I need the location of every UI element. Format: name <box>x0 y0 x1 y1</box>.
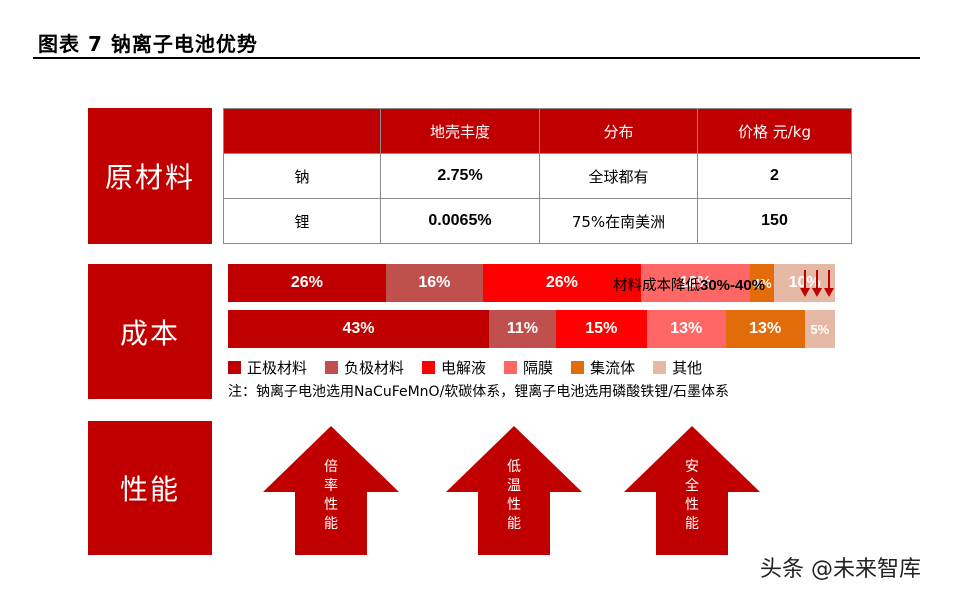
title-rule <box>33 57 920 59</box>
bar-value-label: 18% <box>679 274 712 291</box>
legend-label: 隔膜 <box>523 359 554 377</box>
table-header-cell: 价格 元/kg <box>697 108 852 154</box>
legend-swatch <box>504 361 518 374</box>
bar-segment: 43% <box>228 310 489 348</box>
bar-value-label: 15% <box>585 320 618 337</box>
legend-swatch <box>571 361 585 374</box>
bar-segment: 13% <box>725 310 805 348</box>
bar-segment: 13% <box>646 310 726 348</box>
table-cell: 钠 <box>223 153 381 199</box>
bar-segment: 5% <box>804 310 835 348</box>
legend-item: 负极材料 <box>325 357 404 378</box>
performance-label: 安全性能 <box>685 459 699 532</box>
table-header-cell <box>223 108 381 154</box>
legend-swatch <box>228 361 241 374</box>
bar-segment: 26% <box>482 264 641 302</box>
bar-value-label: 16% <box>418 274 451 291</box>
table-header-cell: 分布 <box>539 108 698 154</box>
legend-label: 其他 <box>672 359 703 377</box>
table-cell: 锂 <box>223 198 381 244</box>
down-arrows <box>800 270 834 298</box>
bar-segment: 11% <box>489 310 556 348</box>
table-cell: 0.0065% <box>380 198 540 244</box>
bar-segment: 26% <box>228 264 386 302</box>
table-row: 锂 0.0065% 75%在南美洲 150 <box>223 198 852 244</box>
legend-item: 集流体 <box>571 357 635 378</box>
down-arrow-icon <box>800 270 810 298</box>
category-materials: 原材料 <box>88 108 212 244</box>
legend-item: 隔膜 <box>504 357 553 378</box>
bar-value-label: 26% <box>545 274 578 291</box>
bar-value-label: 13% <box>749 320 782 337</box>
bar-value-label: 43% <box>342 320 375 337</box>
bar-value-label: 4% <box>752 275 772 291</box>
down-arrow-icon <box>812 270 822 298</box>
legend-item: 其他 <box>653 357 702 378</box>
performance-label: 倍率性能 <box>324 459 338 532</box>
bar-segment: 4% <box>749 264 775 302</box>
legend-label: 集流体 <box>590 359 636 377</box>
category-performance: 性能 <box>88 421 212 555</box>
footnote: 注：钠离子电池选用NaCuFeMnO/软碳体系，锂离子电池选用磷酸铁锂/石墨体系 <box>228 384 730 400</box>
up-arrow-icon <box>263 426 399 555</box>
legend-label: 电解液 <box>441 359 487 377</box>
cost-reduction-note: 材料成本降低30%-40% <box>613 274 765 295</box>
bar-segment: 16% <box>385 264 483 302</box>
table-header-row: 地壳丰度 分布 价格 元/kg <box>223 108 852 154</box>
table-cell: 2 <box>697 153 852 199</box>
cost-note-range: 30%-40% <box>700 277 766 294</box>
table-cell: 全球都有 <box>539 153 698 199</box>
table-header-cell: 地壳丰度 <box>380 108 540 154</box>
bar-segment: 18% <box>640 264 750 302</box>
legend-swatch <box>422 361 436 374</box>
watermark: 头条 @未来智库 <box>760 557 921 582</box>
material-table: 地壳丰度 分布 价格 元/kg 钠 2.75% 全球都有 2 锂 0.0065%… <box>223 108 852 244</box>
performance-up-arrow: 低温性能 <box>446 426 582 555</box>
category-cost: 成本 <box>88 264 212 399</box>
legend-label: 负极材料 <box>344 359 405 377</box>
bar-value-label: 26% <box>290 274 323 291</box>
bar-segment: 15% <box>555 310 647 348</box>
chart-legend: 正极材料 负极材料 电解液 隔膜 集流体 其他 <box>228 357 720 378</box>
bar-value-label: 5% <box>810 321 830 337</box>
legend-item: 电解液 <box>422 357 486 378</box>
legend-item: 正极材料 <box>228 357 307 378</box>
up-arrow-icon <box>624 426 760 555</box>
legend-label: 正极材料 <box>247 359 308 377</box>
table-cell: 75%在南美洲 <box>539 198 698 244</box>
chart-title: 图表 7 钠离子电池优势 <box>38 32 258 56</box>
up-arrow-icon <box>446 426 582 555</box>
bar-value-label: 11% <box>506 320 538 337</box>
table-cell: 2.75% <box>380 153 540 199</box>
legend-swatch <box>653 361 667 374</box>
legend-swatch <box>325 361 339 374</box>
table-row: 钠 2.75% 全球都有 2 <box>223 153 852 199</box>
stacked-bar-lithium: 43% 11% 15% 13% 13% 5% <box>228 310 835 348</box>
cost-note-text: 材料成本降低 <box>613 278 700 294</box>
performance-up-arrow: 安全性能 <box>624 426 760 555</box>
performance-up-arrow: 倍率性能 <box>263 426 399 555</box>
table-cell: 150 <box>697 198 852 244</box>
bar-value-label: 13% <box>670 320 703 337</box>
down-arrow-icon <box>824 270 834 298</box>
performance-label: 低温性能 <box>507 459 521 532</box>
